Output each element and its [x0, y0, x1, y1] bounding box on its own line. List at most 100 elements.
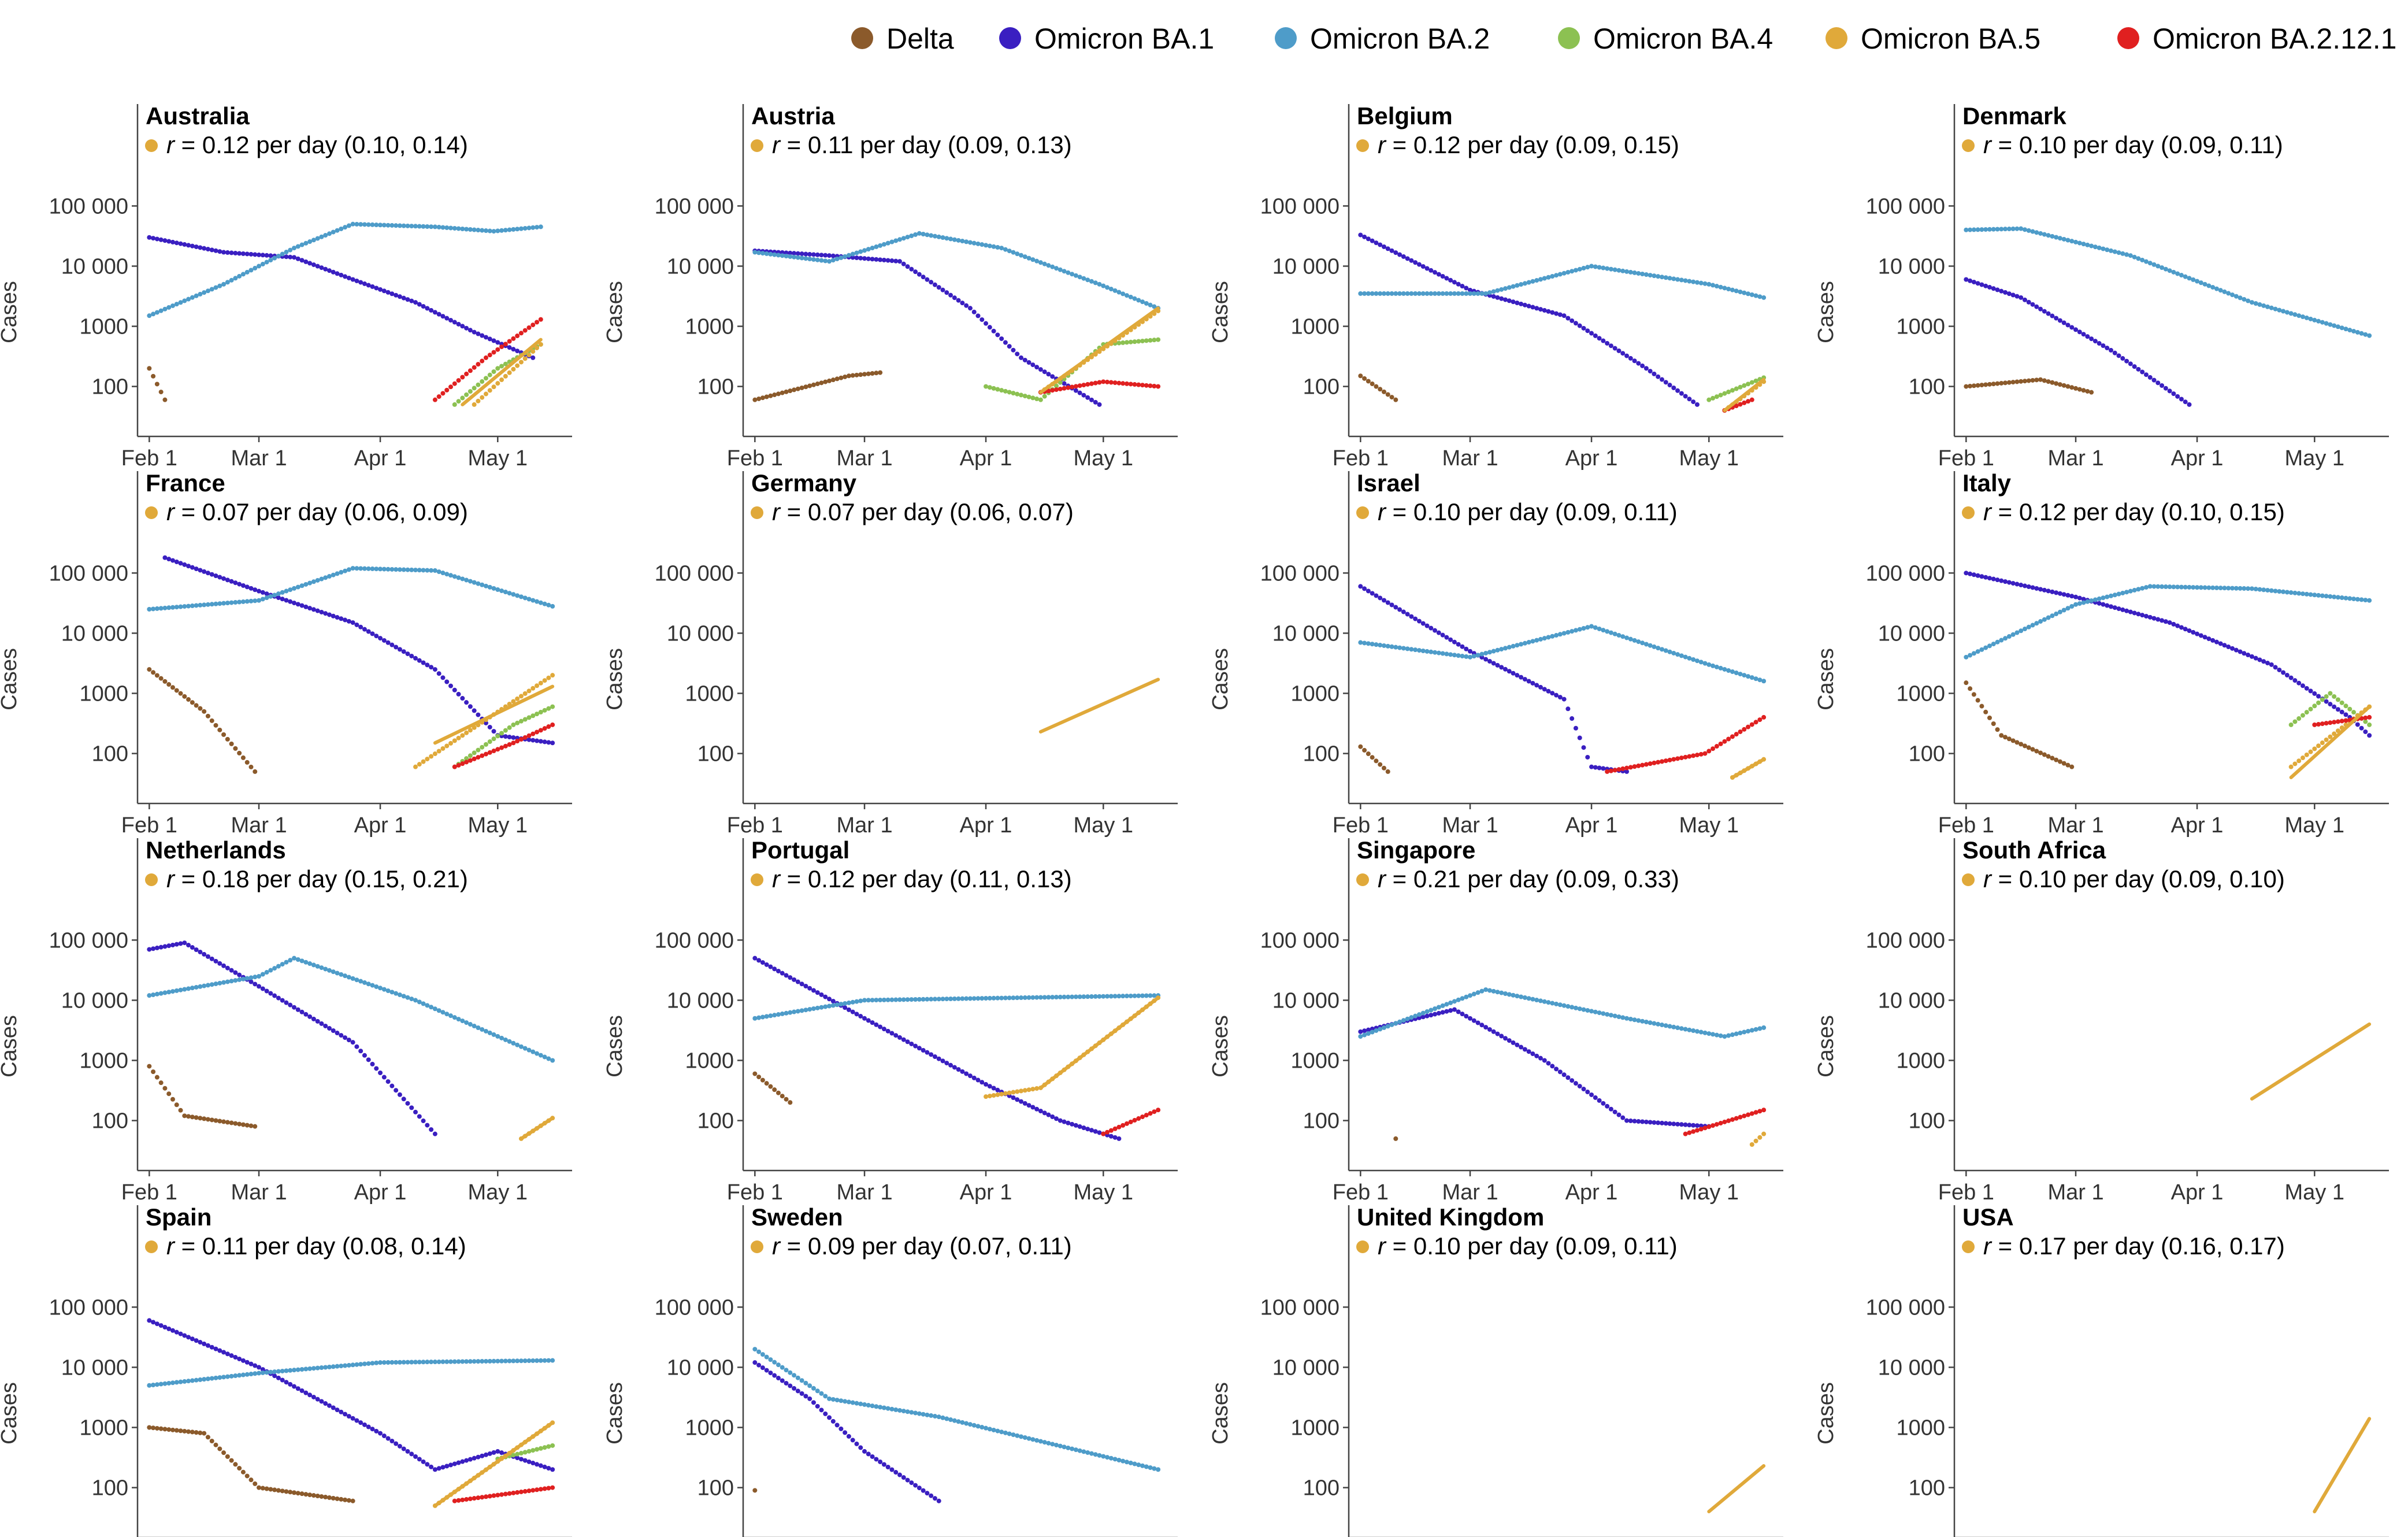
data-point [776, 1090, 781, 1095]
data-point [1475, 291, 1481, 296]
data-point [518, 1044, 524, 1049]
data-point [2128, 588, 2133, 594]
data-point [881, 997, 886, 1002]
data-point [503, 1037, 508, 1042]
data-point [1597, 336, 1602, 341]
data-point [1624, 1016, 1630, 1021]
data-point [834, 1423, 840, 1428]
data-point [1401, 609, 1406, 614]
series-omicron-ba-1 [147, 1318, 555, 1472]
data-point [2171, 391, 2176, 397]
data-point [1401, 646, 1406, 651]
data-point [295, 957, 300, 962]
data-point [225, 280, 230, 285]
data-point [526, 225, 532, 231]
data-point [1046, 372, 1051, 377]
data-point [1436, 272, 1441, 277]
data-point [752, 250, 758, 255]
data-point [756, 250, 762, 255]
data-point [166, 239, 172, 244]
data-point [1436, 1010, 1441, 1016]
data-point [2214, 585, 2219, 590]
data-point [518, 1358, 524, 1364]
data-point [756, 1075, 762, 1080]
y-tick-label: 10 000 [61, 254, 128, 279]
data-point [1640, 271, 1645, 276]
panel-title: Belgium [1357, 102, 1453, 129]
data-point [830, 1419, 836, 1424]
fit-marker-icon [1962, 139, 1975, 152]
data-point [2332, 694, 2337, 699]
data-point [2351, 710, 2357, 715]
data-point [464, 730, 469, 735]
data-point [530, 1358, 536, 1363]
data-point [205, 1376, 210, 1382]
data-point [991, 386, 996, 391]
data-point [362, 980, 367, 985]
data-point [1358, 232, 1363, 238]
data-point [2046, 379, 2051, 384]
data-point [535, 1487, 540, 1492]
data-point [162, 397, 168, 402]
data-point [381, 1360, 387, 1365]
data-point [1991, 721, 1996, 727]
data-point [389, 642, 395, 647]
data-point [1597, 265, 1602, 270]
data-point [385, 988, 391, 993]
data-point [2332, 720, 2337, 725]
data-point [1452, 639, 1457, 645]
data-point [1378, 387, 1383, 392]
data-point [792, 1009, 797, 1014]
data-point [378, 1071, 383, 1076]
data-point [2233, 647, 2239, 653]
data-point [260, 1367, 265, 1372]
data-point [1089, 381, 1094, 386]
fit-marker-icon [1962, 873, 1975, 886]
x-tick-label: Apr 1 [1565, 446, 1618, 471]
data-point [1420, 1014, 1426, 1020]
data-point [2246, 586, 2251, 591]
data-point [522, 1358, 528, 1364]
data-point [276, 995, 281, 1001]
data-point [1530, 305, 1535, 310]
data-point [1038, 260, 1043, 265]
data-point [1570, 1078, 1575, 1083]
data-point [1757, 717, 1763, 723]
data-point [967, 306, 973, 311]
data-point [158, 237, 164, 242]
data-point [1608, 630, 1613, 635]
data-point [276, 591, 281, 597]
data-point [1679, 653, 1684, 658]
data-point [909, 266, 914, 272]
data-point [971, 240, 977, 246]
data-point [284, 250, 289, 255]
data-point [2320, 721, 2325, 727]
data-point [2054, 235, 2059, 240]
data-point [295, 1491, 300, 1496]
data-point [921, 1047, 926, 1053]
data-point [823, 994, 828, 999]
data-point [2246, 653, 2251, 658]
data-point [515, 696, 520, 701]
data-point [257, 1371, 262, 1376]
data-point [2187, 628, 2192, 634]
y-tick-label: 100 000 [49, 1295, 128, 1320]
y-tick-label: 1000 [1290, 314, 1340, 339]
data-point [1546, 275, 1551, 280]
data-point [1542, 636, 1547, 641]
data-point [480, 1453, 485, 1458]
data-point [538, 1487, 543, 1492]
data-point [1148, 338, 1153, 343]
data-point [213, 573, 218, 579]
data-point [1108, 994, 1114, 999]
data-point [295, 1386, 300, 1391]
data-point [1691, 399, 1696, 405]
data-point [198, 1430, 203, 1435]
y-tick-label: 100 000 [49, 194, 128, 218]
data-point [1112, 288, 1118, 293]
data-point [476, 1359, 481, 1364]
data-point [319, 1021, 324, 1026]
data-point [276, 1488, 281, 1493]
data-point [909, 233, 914, 238]
data-point [323, 1401, 328, 1406]
